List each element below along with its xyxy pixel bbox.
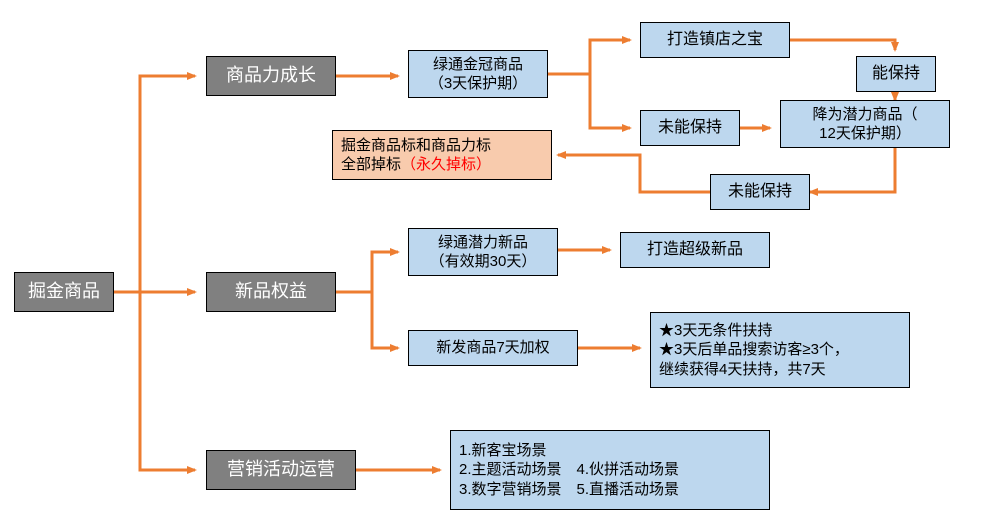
edge-2 [114, 292, 195, 470]
node-scenes: 1.新客宝场景 2.主题活动场景 4.伙拼活动场景 3.数字营销场景 5.直播活… [450, 430, 770, 510]
node-perm_remove: 掘金商品标和商品力标全部掉标（永久掉标） [332, 130, 552, 180]
node-notkeep1: 未能保持 [640, 110, 740, 146]
edge-10 [558, 155, 710, 192]
node-keep: 能保持 [856, 56, 936, 92]
node-boost7: 新发商品7天加权 [408, 330, 578, 366]
node-green_new: 绿通潜力新品 （有效期30天） [408, 228, 558, 276]
edge-11 [336, 252, 398, 292]
edge-0 [114, 76, 195, 292]
node-notkeep2: 未能保持 [710, 174, 810, 210]
node-marketing: 营销活动运营 [206, 450, 356, 490]
node-downgrade: 降为潜力商品（ 12天保护期） [780, 100, 950, 148]
perm-remove-red: （永久掉标） [401, 156, 491, 173]
node-super_new: 打造超级新品 [620, 232, 770, 268]
node-root: 掘金商品 [14, 272, 114, 312]
edge-12 [336, 292, 398, 348]
edge-6 [790, 40, 895, 50]
node-treasure: 打造镇店之宝 [640, 22, 790, 58]
node-growth: 商品力成长 [206, 56, 336, 96]
node-green_gold: 绿通金冠商品 （3天保护期） [408, 50, 548, 98]
edge-4 [548, 40, 630, 74]
edge-5 [548, 74, 630, 128]
node-newprod: 新品权益 [206, 272, 336, 312]
node-boost_rules: ★3天无条件扶持 ★3天后单品搜索访客≥3个， 继续获得4天扶持，共7天 [650, 312, 910, 388]
edge-9 [810, 148, 895, 192]
